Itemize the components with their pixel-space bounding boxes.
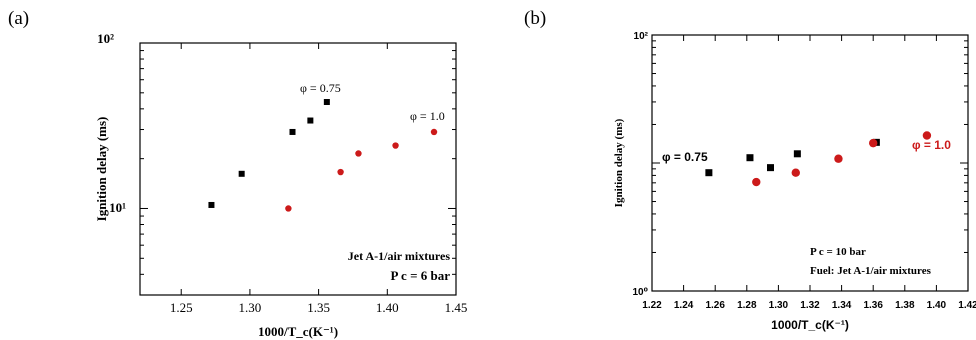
panel-b-annot-phi10: φ = 1.0 (912, 138, 951, 152)
panel-a-label: (a) (8, 8, 29, 29)
panel-a-ytick-label-mid: 10¹ (109, 200, 126, 215)
data-point-square (208, 201, 215, 208)
data-point-circle (834, 154, 843, 163)
panel-a-annot-phi075: φ = 0.75 (300, 81, 341, 95)
x-tick-label: 1.32 (800, 300, 820, 311)
panel-a-y-ticks (140, 42, 456, 296)
x-tick-label: 1.34 (832, 300, 852, 311)
x-tick-label: 1.30 (239, 300, 262, 315)
data-point-circle (337, 168, 344, 176)
panel-a-x-ticks: 1.25 1.30 1.35 1.40 1.45 (170, 43, 468, 315)
panel-a-annot-pressure: P c = 6 bar (391, 268, 451, 283)
panel-a-xlabel: 1000/T_c(K⁻¹) (258, 324, 338, 339)
panel-b-label: (b) (524, 8, 546, 29)
data-point-square (793, 150, 801, 158)
data-point-square (307, 117, 314, 124)
data-point-square (767, 164, 774, 172)
panel-a-annot-phi10: φ = 1.0 (410, 109, 445, 123)
panel-a-marks (208, 99, 438, 212)
panel-a-annot-mixture: Jet A-1/air mixtures (348, 249, 451, 263)
panel-b-ytick-label-bottom: 10⁰ (632, 287, 648, 298)
data-point-circle (752, 177, 761, 187)
panel-b-y-ticks (652, 34, 968, 292)
x-tick-label: 1.38 (895, 300, 915, 311)
x-tick-label: 1.40 (376, 300, 399, 315)
panel-b-annot-pressure: P c = 10 bar (810, 246, 866, 258)
panel-a-plot-frame (139, 42, 457, 296)
x-tick-label: 1.30 (769, 300, 789, 311)
x-tick-label: 1.22 (642, 300, 662, 311)
panel-b-xlabel: 1000/T_c(K⁻¹) (771, 318, 849, 332)
x-tick-label: 1.36 (863, 300, 883, 311)
panel-b-ylabel: Ignition delay (ms) (613, 118, 625, 207)
x-tick-label: 1.28 (737, 300, 757, 311)
x-tick-label: 1.25 (170, 300, 193, 315)
x-tick-label: 1.40 (927, 300, 947, 311)
panel-b-annot-phi075: φ = 0.75 (662, 150, 708, 164)
x-tick-label: 1.26 (705, 300, 725, 311)
x-tick-label: 1.24 (674, 300, 694, 311)
x-tick-label: 1.42 (958, 300, 976, 311)
data-point-circle (285, 205, 292, 212)
panel-a-ylabel: Ignition delay (ms) (94, 117, 109, 222)
panel-a: (a) 1.25 1.30 1.35 1.40 1.45 10² 10¹ 1000/T_… (8, 8, 467, 339)
panel-b-x-ticks: 1.22 1.24 1.26 1.28 1.30 1.32 1.34 1.36 1.38 1.40… (642, 35, 976, 311)
data-point-square (238, 170, 245, 177)
panel-b-annot-fuel: Fuel: Jet A-1/air mixtures (810, 265, 932, 277)
data-point-square (705, 169, 713, 177)
data-point-circle (392, 142, 399, 149)
data-point-square (746, 154, 754, 162)
data-point-square (323, 99, 330, 106)
data-point-circle (430, 128, 438, 136)
x-tick-label: 1.35 (307, 300, 330, 315)
data-point-circle (791, 168, 800, 177)
panel-b: (b) 1.22 1.24 1.26 1.28 1.30 1.32 1.34 1.36 1.38… (524, 8, 976, 332)
panel-a-ytick-label-top: 10² (97, 31, 114, 46)
data-point-circle (355, 150, 362, 157)
x-tick-label: 1.45 (445, 300, 468, 315)
data-point-square (289, 128, 296, 135)
panel-b-ytick-label-top: 10² (634, 31, 649, 42)
data-point-circle (869, 138, 878, 148)
data-point-circle (922, 131, 932, 140)
panel-b-marks (705, 131, 932, 187)
